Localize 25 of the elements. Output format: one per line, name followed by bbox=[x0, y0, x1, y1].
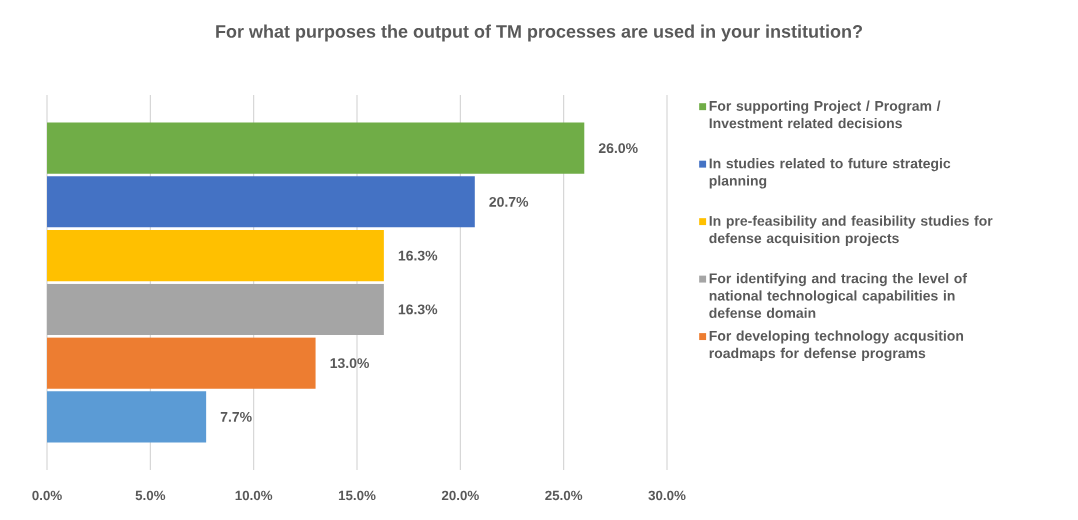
bar bbox=[47, 283, 384, 335]
data-label: 13.0% bbox=[330, 358, 370, 369]
bar bbox=[47, 176, 475, 228]
bar bbox=[47, 391, 207, 443]
x-tick-label: 5.0% bbox=[135, 490, 166, 501]
data-label: 7.7% bbox=[220, 411, 252, 422]
x-tick-label: 15.0% bbox=[338, 490, 376, 501]
bar bbox=[47, 230, 384, 282]
x-tick-label: 30.0% bbox=[648, 490, 686, 501]
bar bbox=[47, 337, 316, 389]
data-label: 26.0% bbox=[598, 143, 638, 154]
x-tick-label: 25.0% bbox=[545, 490, 583, 501]
legend-label: In pre-feasibility and feasibility studies for defense acquisition projects bbox=[709, 215, 993, 246]
chart-title: For what purposes the output of TM processes are used in your institution? bbox=[216, 24, 862, 42]
bar bbox=[47, 122, 585, 174]
legend-label: For identifying and tracing the level of national technological capabilities in defense domain bbox=[709, 273, 968, 318]
x-tick-label: 0.0% bbox=[32, 490, 62, 501]
data-label: 16.3% bbox=[398, 250, 438, 261]
legend-label: In studies related to future strategic planning bbox=[709, 158, 951, 189]
x-tick-label: 20.0% bbox=[441, 490, 479, 501]
data-label: 20.7% bbox=[489, 196, 529, 207]
legend-label: For developing technology acqusition roadmaps for defense programs bbox=[709, 330, 964, 361]
x-tick-label: 10.0% bbox=[235, 490, 273, 501]
legend-label: For supporting Project / Program / Investment related decisions bbox=[709, 100, 941, 129]
data-label: 16.3% bbox=[398, 304, 438, 315]
